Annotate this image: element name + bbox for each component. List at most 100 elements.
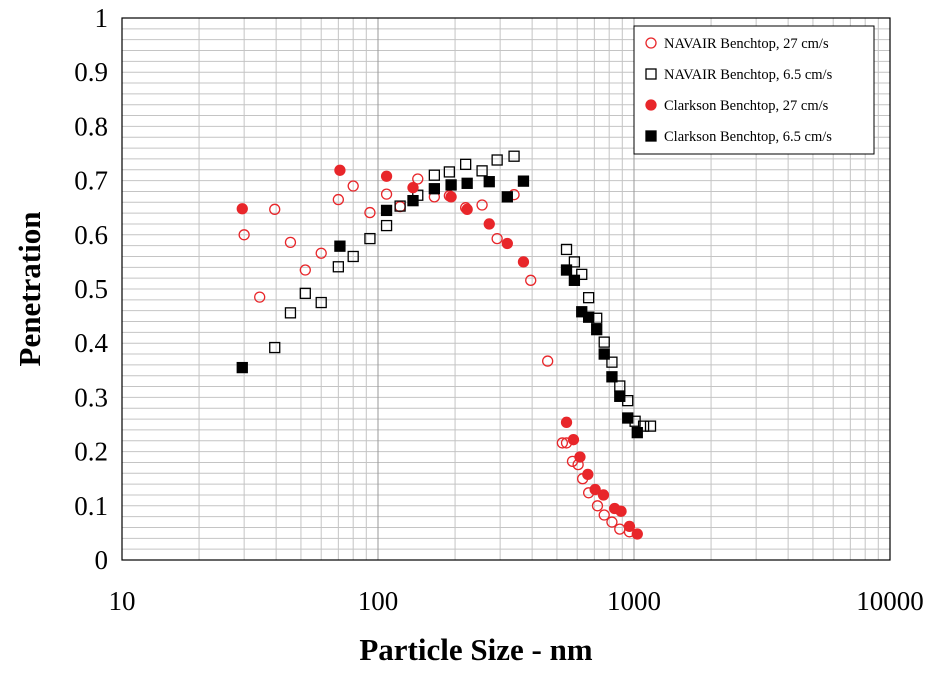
y-tick-label: 0.3 — [74, 382, 108, 412]
y-tick-label: 0.8 — [74, 111, 108, 141]
y-tick-label: 0.5 — [74, 274, 108, 304]
data-point — [460, 158, 472, 170]
legend: NAVAIR Benchtop, 27 cm/s NAVAIR Benchtop,… — [633, 25, 875, 155]
data-point — [380, 170, 393, 182]
data-point — [542, 355, 554, 367]
legend-marker — [645, 37, 657, 49]
data-point — [476, 199, 488, 211]
y-axis-title: Penetration — [12, 212, 47, 367]
data-point — [644, 420, 657, 432]
data-point — [483, 176, 495, 188]
data-point — [364, 206, 376, 219]
data-point — [508, 150, 520, 162]
data-point — [574, 451, 586, 463]
data-point — [443, 166, 456, 178]
data-point — [238, 229, 250, 241]
data-point — [428, 169, 440, 181]
data-point — [597, 489, 610, 501]
data-point — [501, 191, 513, 203]
y-tick-label: 0.6 — [74, 220, 108, 250]
data-point — [622, 412, 634, 424]
data-point — [347, 250, 359, 263]
data-point — [576, 268, 588, 281]
series-group — [236, 175, 643, 439]
data-point — [614, 390, 626, 402]
data-point — [568, 256, 581, 268]
y-tick-label: 0.1 — [74, 491, 108, 521]
data-point — [445, 179, 457, 191]
data-point — [380, 188, 393, 200]
data-point — [407, 195, 419, 207]
data-point — [332, 193, 344, 206]
data-point — [254, 291, 266, 303]
data-point — [407, 181, 419, 194]
legend-label: Clarkson Benchtop, 27 cm/s — [664, 98, 829, 114]
data-point — [461, 177, 473, 189]
data-point — [591, 500, 604, 512]
x-tick-label: 10000 — [856, 586, 924, 616]
data-points — [236, 150, 657, 540]
data-point — [589, 483, 601, 496]
data-point — [394, 200, 406, 212]
data-point — [347, 180, 359, 192]
y-axis-tick-labels: 0 0.1 0.2 0.3 0.4 0.5 0.6 0.7 0.8 0.9 1 — [74, 3, 108, 575]
data-point — [606, 516, 618, 528]
data-point — [631, 426, 643, 439]
data-point — [315, 296, 327, 309]
legend-label: Clarkson Benchtop, 6.5 cm/s — [664, 129, 832, 145]
y-tick-label: 0.7 — [74, 166, 108, 196]
data-point — [623, 520, 636, 533]
data-point — [582, 468, 594, 481]
data-point — [568, 274, 581, 286]
data-point — [334, 164, 346, 176]
data-point — [483, 218, 495, 230]
x-tick-label: 1000 — [607, 586, 661, 616]
data-point — [582, 292, 595, 304]
data-point — [517, 175, 530, 187]
data-point — [428, 183, 440, 195]
data-point — [560, 264, 573, 276]
y-tick-label: 0 — [95, 545, 109, 575]
data-point — [491, 232, 503, 245]
data-point — [517, 256, 530, 268]
data-point — [606, 356, 618, 368]
data-point — [560, 243, 573, 256]
data-point — [637, 420, 650, 432]
data-point — [606, 371, 618, 383]
data-point — [284, 236, 297, 249]
data-point — [582, 311, 595, 323]
data-point — [615, 505, 627, 517]
x-axis-title: Particle Size - nm — [359, 632, 592, 667]
data-point — [461, 203, 473, 215]
data-point — [364, 232, 376, 245]
data-point — [334, 240, 346, 252]
data-point — [332, 261, 344, 273]
legend-marker — [645, 68, 657, 80]
data-point — [598, 509, 610, 521]
data-point — [269, 203, 281, 215]
data-point — [598, 336, 610, 348]
data-point — [591, 323, 603, 336]
data-point — [501, 237, 513, 250]
legend-box — [633, 25, 875, 155]
data-point — [412, 173, 424, 185]
data-point — [631, 528, 643, 540]
x-axis-tick-labels: 10 100 1000 10000 — [109, 586, 924, 616]
data-point — [236, 203, 248, 215]
data-point — [269, 341, 281, 354]
plot-area-border — [121, 17, 891, 561]
legend-label: NAVAIR Benchtop, 6.5 cm/s — [664, 67, 833, 83]
data-point — [567, 434, 580, 446]
legend-marker — [645, 130, 657, 142]
data-point — [380, 219, 393, 232]
data-point — [284, 307, 297, 319]
series-group — [269, 150, 657, 432]
data-point — [560, 416, 573, 428]
data-point — [315, 247, 327, 259]
data-point — [299, 287, 311, 299]
y-tick-label: 0.4 — [74, 328, 108, 358]
data-point — [236, 361, 248, 374]
x-tick-label: 100 — [358, 586, 399, 616]
